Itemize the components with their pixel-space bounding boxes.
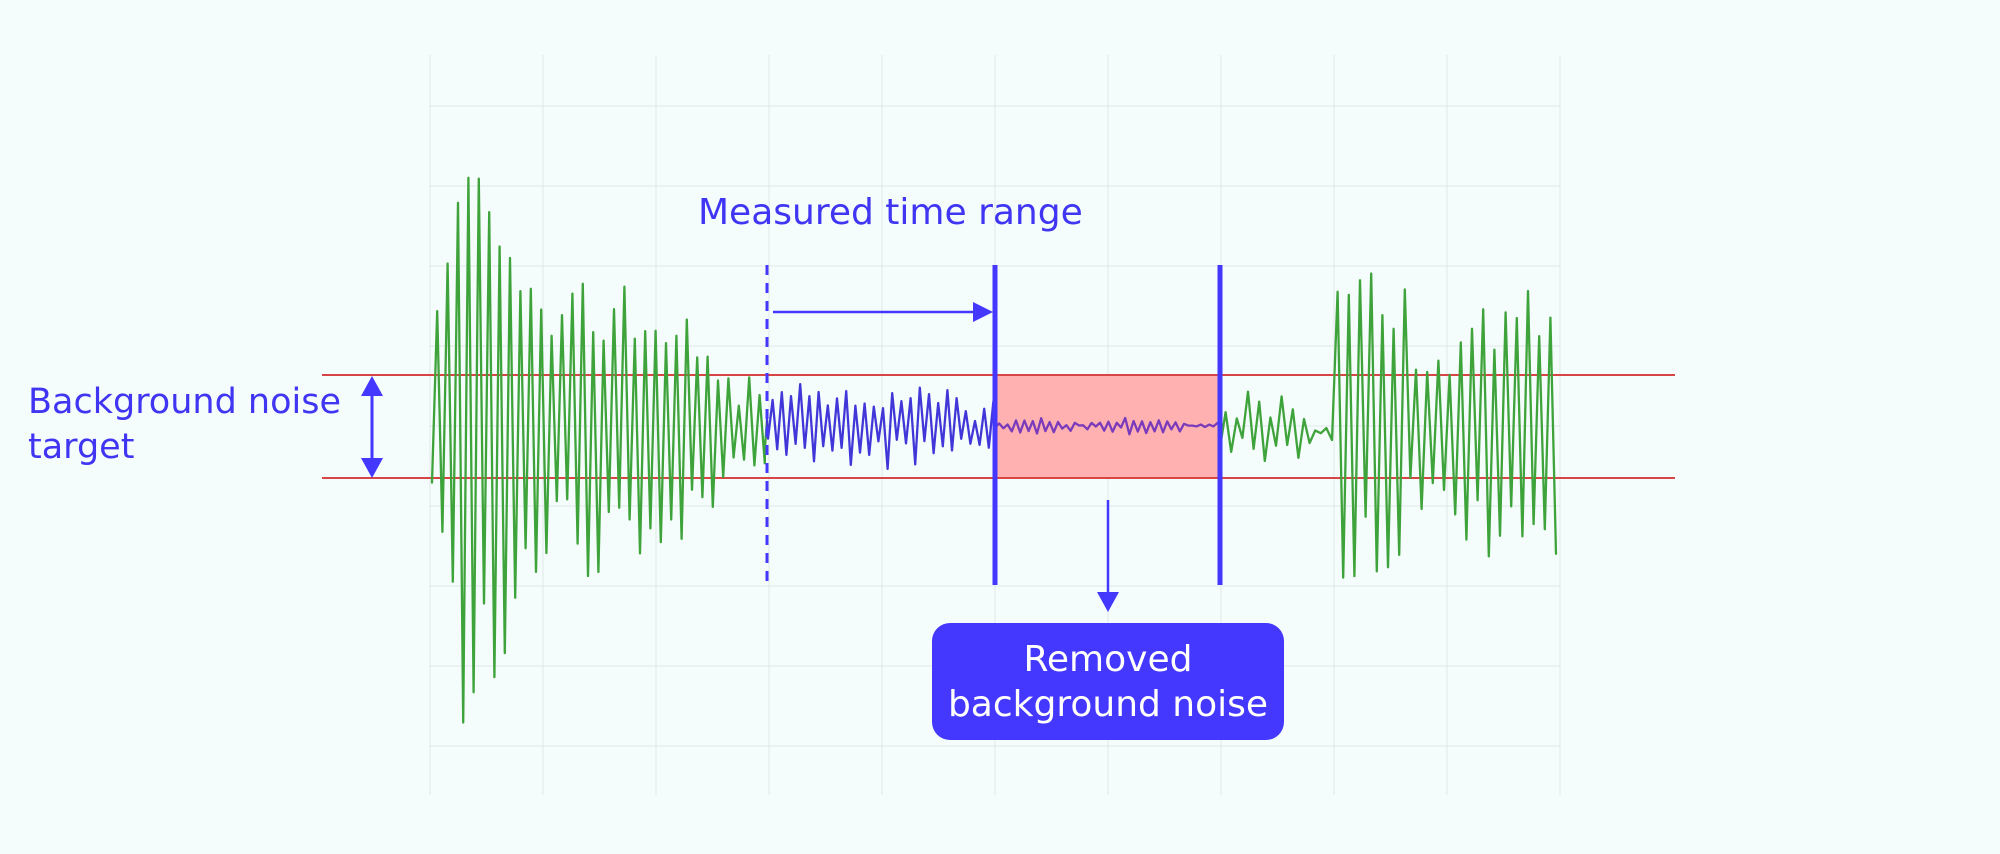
measured-time-range-label: Measured time range [698, 192, 1083, 233]
right-arrow-icon [773, 302, 993, 322]
removed-label-line-1: Removed [1023, 638, 1193, 680]
measured-signal [765, 382, 997, 471]
background-noise-target-line-1: Background noise [28, 382, 342, 422]
raw-signal-right [1218, 272, 1558, 579]
raw-signal-left [430, 176, 769, 724]
background-noise-target-line-2: target [28, 427, 135, 467]
vertical-double-arrow-icon [361, 376, 383, 478]
removed-background-noise-box: Removed background noise [932, 623, 1284, 740]
down-arrow-icon [1097, 500, 1119, 612]
background-noise-target-label: Background noise target [28, 380, 341, 470]
removed-noise-signal [993, 416, 1219, 436]
removed-label-line-2: background noise [947, 683, 1269, 725]
removed-noise-region [995, 375, 1220, 478]
